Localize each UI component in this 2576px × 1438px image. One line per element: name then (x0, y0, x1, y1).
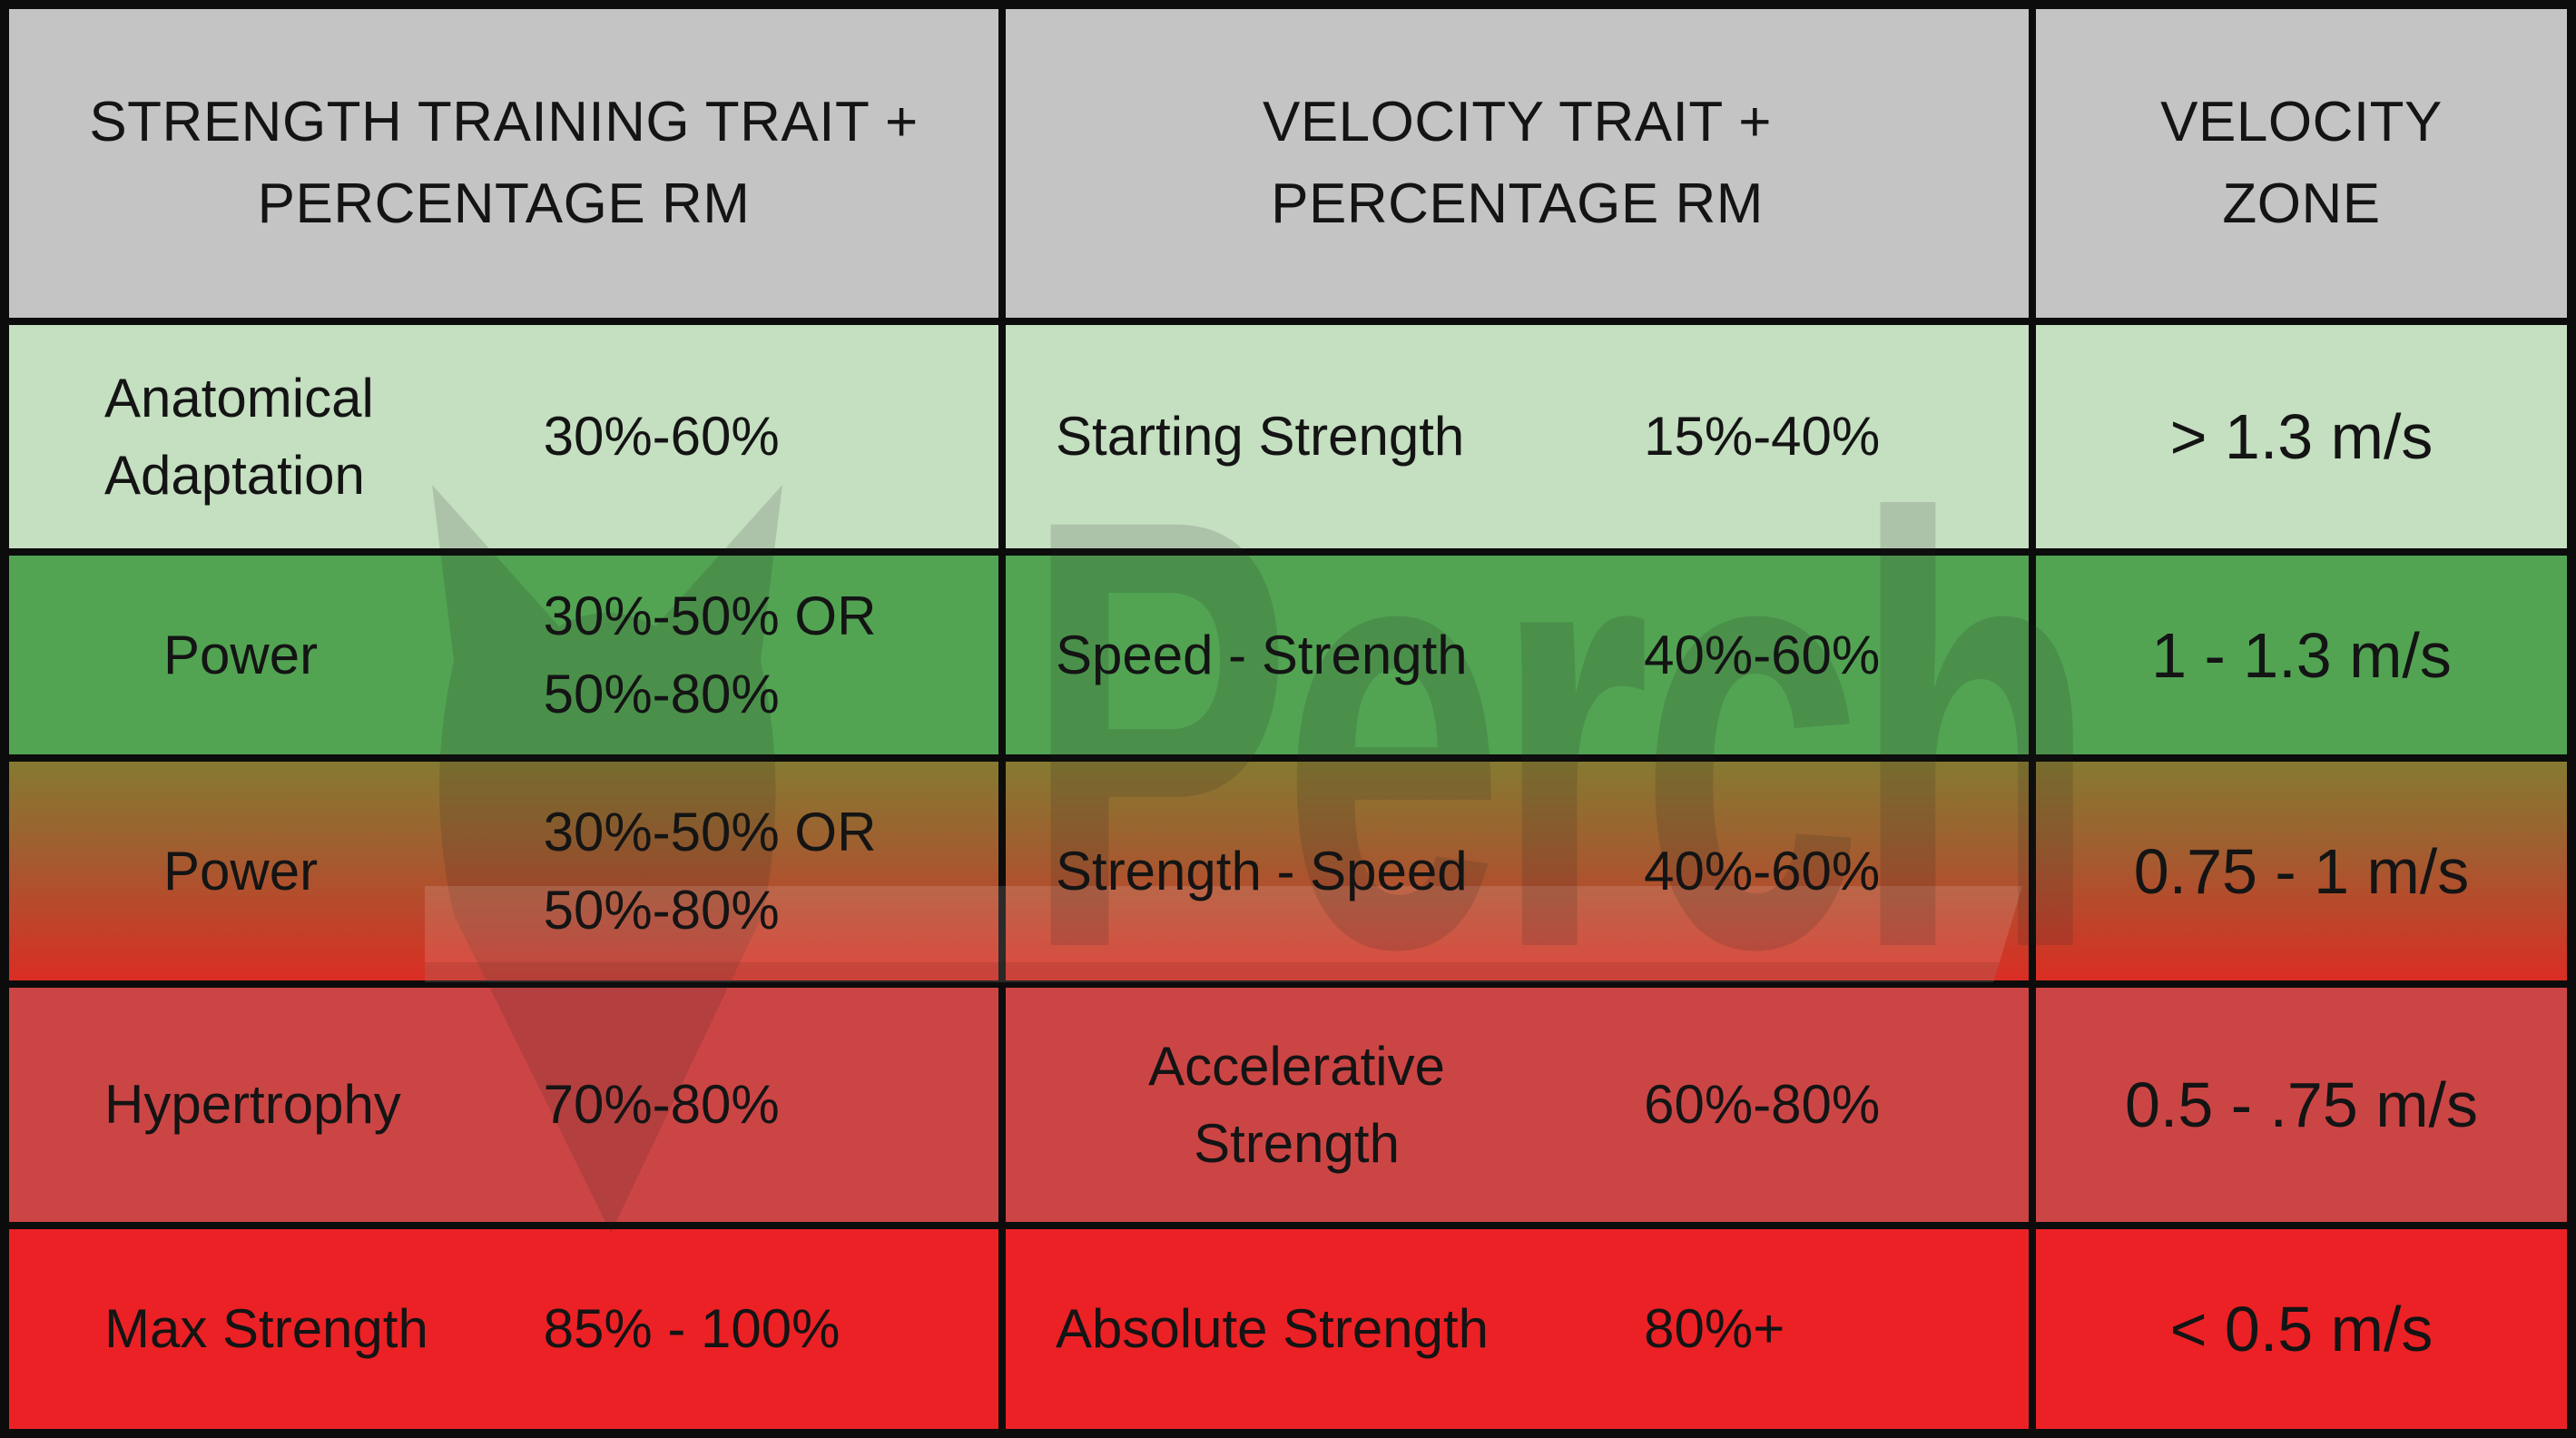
column-header-strength-trait-label: STRENGTH TRAINING TRAIT + PERCENTAGE RM (89, 91, 919, 235)
strength-trait-label: Max Strength (104, 1298, 428, 1360)
velocity-trait-label: Starting Strength (1056, 406, 1465, 468)
row-anatomical-velocity-cell: Starting Strength 15%-40% (1006, 325, 2029, 548)
velocity-percentage-value: 15%-40% (1644, 406, 1881, 468)
velocity-trait-label: Strength - Speed (1056, 840, 1468, 901)
velocity-zone-value: < 0.5 m/s (2169, 1294, 2433, 1364)
strength-percentage-value: 85% - 100% (543, 1298, 841, 1360)
row-power1-strength-cell: Power 30%-50% OR 50%-80% (9, 556, 998, 754)
velocity-zone-value: 0.75 - 1 m/s (2133, 835, 2470, 907)
velocity-trait-label: Speed - Strength (1056, 624, 1468, 685)
row-max-strength-velocity-cell: Absolute Strength 80%+ (1006, 1229, 2029, 1429)
row-max-strength-zone-cell: < 0.5 m/s (2036, 1229, 2567, 1429)
column-header-velocity-zone: VELOCITY ZONE (2036, 9, 2567, 318)
velocity-percentage-value: 40%-60% (1644, 840, 1881, 901)
velocity-percentage-value: 80%+ (1644, 1298, 1785, 1360)
velocity-trait-label: Accelerative Strength (1148, 1035, 1445, 1174)
strength-percentage-value: 30%-50% OR 50%-80% (543, 802, 877, 941)
velocity-zone-value: > 1.3 m/s (2169, 401, 2433, 472)
column-header-velocity-trait-label: VELOCITY TRAIT + PERCENTAGE RM (1262, 91, 1773, 235)
strength-percentage-value: 70%-80% (543, 1074, 780, 1136)
strength-trait-label: Hypertrophy (104, 1074, 401, 1136)
velocity-trait-label: Absolute Strength (1056, 1298, 1489, 1360)
row-anatomical-strength-cell: Anatomical Adaptation 30%-60% (9, 325, 998, 548)
velocity-percentage-value: 60%-80% (1644, 1074, 1881, 1136)
row-max-strength-strength-cell: Max Strength 85% - 100% (9, 1229, 998, 1429)
row-anatomical-zone-cell: > 1.3 m/s (2036, 325, 2567, 548)
strength-percentage-value: 30%-60% (543, 406, 780, 468)
strength-trait-label: Power (163, 624, 319, 685)
column-header-velocity-trait: VELOCITY TRAIT + PERCENTAGE RM (1006, 9, 2029, 318)
strength-percentage-value: 30%-50% OR 50%-80% (543, 586, 877, 724)
column-header-strength-trait: STRENGTH TRAINING TRAIT + PERCENTAGE RM (9, 9, 998, 318)
row-hypertrophy-velocity-cell: Accelerative Strength 60%-80% (1006, 988, 2029, 1222)
strength-trait-label: Anatomical Adaptation (104, 367, 374, 506)
velocity-zone-value: 1 - 1.3 m/s (2151, 619, 2452, 691)
row-power1-zone-cell: 1 - 1.3 m/s (2036, 556, 2567, 754)
row-power2-zone-cell: 0.75 - 1 m/s (2036, 762, 2567, 980)
row-power2-velocity-cell: Strength - Speed 40%-60% (1006, 762, 2029, 980)
velocity-percentage-value: 40%-60% (1644, 624, 1881, 685)
velocity-zone-value: 0.5 - .75 m/s (2124, 1069, 2479, 1140)
column-header-velocity-zone-label: VELOCITY ZONE (2160, 91, 2443, 235)
row-hypertrophy-strength-cell: Hypertrophy 70%-80% (9, 988, 998, 1222)
strength-trait-label: Power (163, 840, 319, 901)
row-hypertrophy-zone-cell: 0.5 - .75 m/s (2036, 988, 2567, 1222)
row-power2-strength-cell: Power 30%-50% OR 50%-80% (9, 762, 998, 980)
row-power1-velocity-cell: Speed - Strength 40%-60% (1006, 556, 2029, 754)
